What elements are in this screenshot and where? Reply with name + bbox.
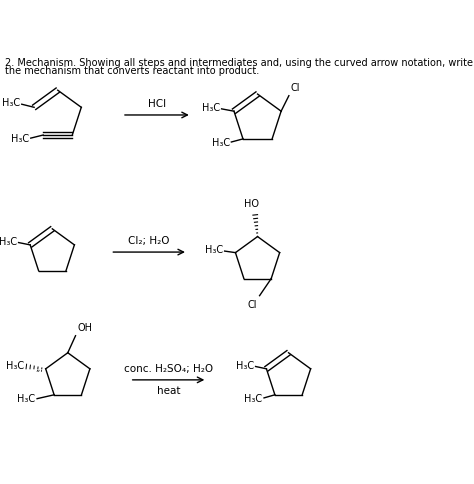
Text: OH: OH [77, 323, 92, 333]
Text: ,,,: ,,, [36, 363, 44, 373]
Text: H₃C: H₃C [6, 362, 24, 372]
Text: H₃C: H₃C [0, 237, 17, 247]
Text: H₃C: H₃C [205, 245, 223, 256]
Text: conc. H₂SO₄; H₂O: conc. H₂SO₄; H₂O [124, 363, 213, 374]
Text: heat: heat [157, 386, 180, 396]
Text: H₃C: H₃C [245, 393, 263, 404]
Text: H₃C: H₃C [2, 98, 20, 108]
Text: HO: HO [244, 199, 259, 210]
Text: H₃C: H₃C [212, 138, 230, 148]
Text: H₃C: H₃C [18, 394, 36, 405]
Text: H₃C: H₃C [202, 103, 220, 113]
Text: Cl₂; H₂O: Cl₂; H₂O [128, 236, 170, 246]
Text: H₃C: H₃C [11, 134, 29, 144]
Text: HCl: HCl [148, 99, 166, 109]
Text: H₃C: H₃C [236, 361, 254, 371]
Text: Cl: Cl [291, 83, 300, 93]
Text: 2. Mechanism. Showing all steps and intermediates and, using the curved arrow no: 2. Mechanism. Showing all steps and inte… [5, 59, 473, 68]
Text: Cl: Cl [248, 300, 257, 310]
Text: the mechanism that converts reactant into product.: the mechanism that converts reactant int… [5, 66, 259, 76]
